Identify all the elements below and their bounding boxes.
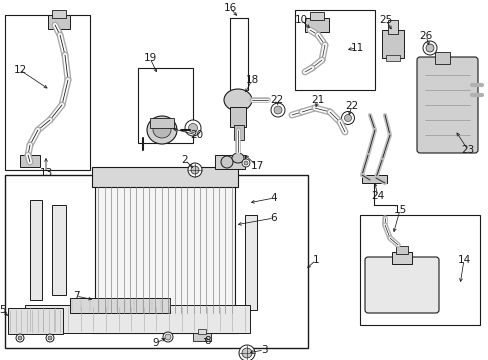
Circle shape — [16, 334, 24, 342]
Text: 15: 15 — [392, 205, 406, 215]
Text: 6: 6 — [270, 213, 277, 223]
Bar — [434, 52, 449, 64]
Text: 11: 11 — [350, 43, 363, 53]
Circle shape — [239, 345, 254, 360]
FancyBboxPatch shape — [364, 257, 438, 313]
Bar — [25, 305, 249, 333]
Text: 19: 19 — [143, 53, 156, 63]
Text: 24: 24 — [370, 191, 384, 201]
Bar — [5, 15, 90, 170]
Bar — [92, 167, 238, 187]
Bar — [193, 333, 210, 341]
Bar — [387, 20, 397, 34]
Text: 8: 8 — [204, 336, 211, 346]
Bar — [309, 12, 324, 20]
Circle shape — [164, 334, 171, 340]
Ellipse shape — [188, 123, 197, 132]
Bar — [70, 298, 170, 313]
Text: 9: 9 — [152, 338, 159, 348]
Bar — [359, 215, 479, 325]
Circle shape — [46, 334, 54, 342]
Bar — [198, 329, 205, 334]
Text: 1: 1 — [312, 255, 319, 265]
Bar — [229, 107, 245, 127]
Bar — [95, 185, 235, 315]
Bar — [381, 30, 403, 58]
Bar — [20, 155, 40, 167]
Text: 2: 2 — [182, 155, 188, 165]
Ellipse shape — [242, 159, 249, 167]
Text: 4: 4 — [270, 193, 277, 203]
Bar — [30, 200, 42, 300]
Ellipse shape — [184, 120, 201, 136]
Bar — [385, 55, 399, 61]
Text: 10: 10 — [294, 15, 307, 25]
Bar — [150, 118, 174, 128]
Bar — [234, 125, 244, 140]
Text: 23: 23 — [461, 145, 474, 155]
Circle shape — [425, 44, 433, 52]
FancyBboxPatch shape — [416, 57, 477, 153]
Bar — [48, 15, 70, 29]
Text: 20: 20 — [190, 130, 203, 140]
Ellipse shape — [270, 103, 285, 117]
Text: 5: 5 — [0, 305, 5, 315]
Text: 12: 12 — [13, 65, 26, 75]
Ellipse shape — [153, 122, 171, 138]
Circle shape — [187, 163, 202, 177]
Circle shape — [48, 336, 52, 340]
Text: 7: 7 — [73, 291, 79, 301]
Circle shape — [422, 41, 436, 55]
Text: 26: 26 — [419, 31, 432, 41]
Text: 17: 17 — [250, 161, 263, 171]
Text: 13: 13 — [40, 168, 53, 178]
Text: 21: 21 — [311, 95, 324, 105]
Ellipse shape — [344, 114, 351, 122]
Bar — [5, 175, 307, 348]
Bar — [395, 246, 407, 254]
Bar — [391, 252, 411, 264]
Ellipse shape — [273, 106, 282, 114]
Bar — [138, 68, 193, 143]
Bar — [361, 175, 386, 183]
Circle shape — [18, 336, 22, 340]
Ellipse shape — [147, 116, 177, 144]
Bar — [52, 205, 66, 295]
Text: 14: 14 — [456, 255, 469, 265]
Bar — [92, 315, 238, 333]
Circle shape — [163, 332, 173, 342]
Bar — [244, 215, 257, 310]
Ellipse shape — [231, 153, 244, 163]
Text: 3: 3 — [260, 345, 267, 355]
Bar — [305, 18, 328, 32]
Bar — [8, 308, 63, 334]
Bar — [294, 10, 374, 90]
Text: 16: 16 — [223, 3, 236, 13]
Ellipse shape — [341, 112, 354, 125]
Text: 25: 25 — [379, 15, 392, 25]
Bar — [215, 155, 244, 169]
Circle shape — [242, 348, 251, 358]
Text: 22: 22 — [345, 101, 358, 111]
Text: 22: 22 — [270, 95, 283, 105]
Ellipse shape — [244, 161, 247, 165]
Bar — [52, 10, 66, 18]
Circle shape — [221, 156, 232, 168]
Text: 18: 18 — [245, 75, 258, 85]
Circle shape — [191, 166, 199, 174]
Ellipse shape — [224, 89, 251, 111]
